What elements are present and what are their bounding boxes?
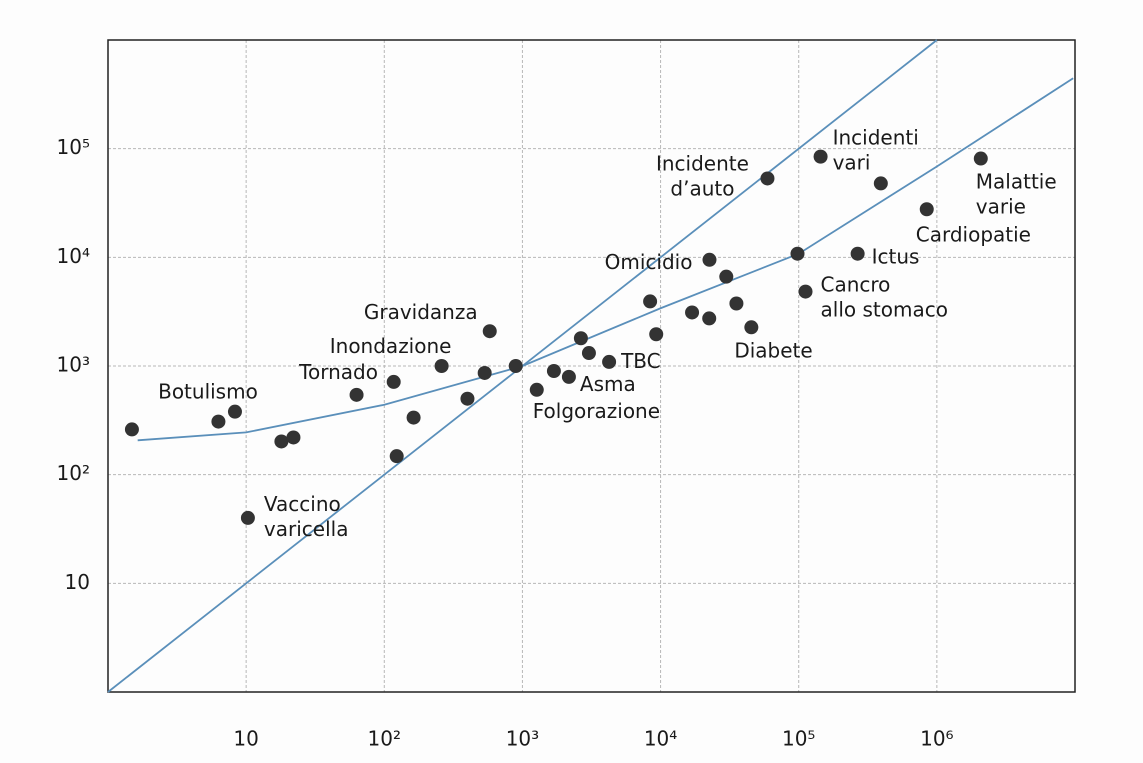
point <box>477 365 492 380</box>
point-label: Folgorazione <box>533 398 660 422</box>
point-label-line: vari <box>833 150 871 174</box>
point-label-line: varie <box>976 194 1026 218</box>
point-label-line: d’auto <box>670 176 734 200</box>
y-tick-label: 10⁵ <box>57 135 90 159</box>
point <box>406 410 421 425</box>
point <box>919 202 934 217</box>
point <box>274 434 289 449</box>
point-label: Tornado <box>298 359 378 383</box>
point-label: Vaccino varicella <box>264 491 349 540</box>
point <box>529 382 544 397</box>
point <box>508 359 523 373</box>
point <box>546 364 561 379</box>
trend-line <box>137 77 1074 442</box>
point-label: Inondazione <box>330 334 452 358</box>
point-label-line: Ictus <box>872 244 920 268</box>
point <box>685 305 700 320</box>
point <box>227 404 242 419</box>
point <box>850 246 865 261</box>
point-label: Ictus <box>872 244 920 268</box>
point <box>386 374 401 389</box>
point <box>434 359 449 373</box>
y-tick-label: 10² <box>57 461 90 485</box>
point <box>649 327 664 342</box>
point-label-line: Incidenti <box>833 125 919 149</box>
point <box>286 430 301 445</box>
x-tick-label: 10⁵ <box>782 727 815 751</box>
point-label: Gravidanza <box>364 300 478 324</box>
point-label-line: Inondazione <box>330 334 452 358</box>
point-label: Botulismo <box>158 379 258 403</box>
point-label-line: Incidente <box>656 151 749 175</box>
x-tick-label: 10⁶ <box>920 727 953 751</box>
point-label: Malattie varie <box>976 169 1057 218</box>
point-label-line: Omicidio <box>605 249 693 273</box>
point <box>729 296 744 311</box>
point <box>973 151 988 166</box>
point-label: Asma <box>580 371 636 395</box>
point-label: Incidenti vari <box>833 125 919 174</box>
point <box>349 387 364 402</box>
point-label-line: Diabete <box>734 338 812 362</box>
point <box>573 331 588 346</box>
point <box>561 369 576 384</box>
point <box>790 246 805 261</box>
point <box>460 391 475 406</box>
point-label-line: Cancro <box>821 272 891 296</box>
y-tick-label: 10 <box>65 570 90 594</box>
point <box>124 422 139 437</box>
point-label-line: Tornado <box>298 359 378 383</box>
point-label-line: Gravidanza <box>364 300 478 324</box>
point-label-line: Folgorazione <box>533 398 660 422</box>
point-label-line: Vaccino <box>264 491 341 515</box>
point-label-line: allo stomaco <box>821 297 948 321</box>
point <box>744 320 759 335</box>
point <box>602 354 617 369</box>
point <box>211 414 226 429</box>
point <box>719 269 734 284</box>
point-label: TBC <box>620 348 661 372</box>
point-label: Cancro allo stomaco <box>821 272 948 321</box>
point <box>702 252 717 267</box>
point <box>873 176 888 191</box>
y-tick-label: 10⁴ <box>57 244 90 268</box>
plot-frame <box>107 39 1076 693</box>
x-tick-label: 10² <box>368 727 401 751</box>
point-label-line: Malattie <box>976 169 1057 193</box>
point <box>389 449 404 464</box>
point-label-line: Asma <box>580 371 636 395</box>
x-tick-label: 10 <box>233 727 258 751</box>
x-tick-label: 10⁴ <box>644 727 677 751</box>
point <box>482 324 497 339</box>
y-tick-label: 10³ <box>57 353 90 377</box>
point-label: Omicidio <box>605 249 693 273</box>
point-label-line: varicella <box>264 516 349 540</box>
point-label: Cardiopatie <box>916 222 1031 246</box>
point <box>798 284 813 299</box>
point-label-line: TBC <box>620 348 661 372</box>
point <box>702 311 717 326</box>
x-tick-label: 10³ <box>506 727 539 751</box>
point-label: Incidente d’auto <box>656 151 749 200</box>
point <box>760 171 775 186</box>
point <box>581 346 596 361</box>
point <box>643 294 658 309</box>
point-label-line: Botulismo <box>158 379 258 403</box>
point <box>813 149 828 164</box>
point <box>240 510 255 525</box>
point-label-line: Cardiopatie <box>916 222 1031 246</box>
point-label: Diabete <box>734 338 812 362</box>
